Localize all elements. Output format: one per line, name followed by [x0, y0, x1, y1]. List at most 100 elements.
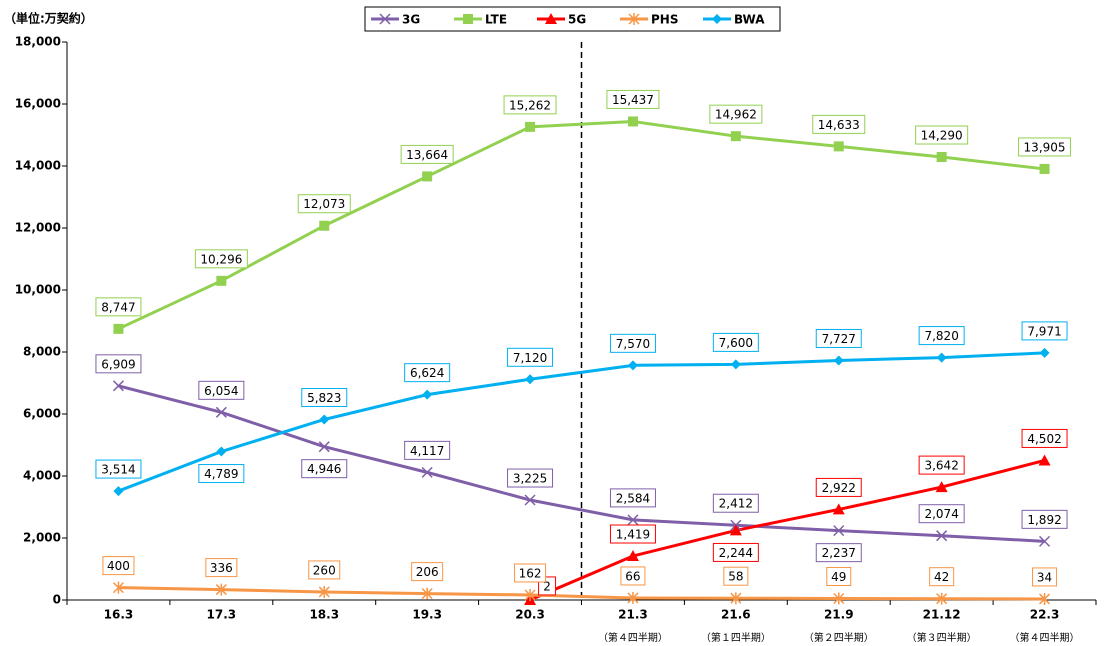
data-label: 1,419 — [616, 528, 650, 542]
marker — [627, 116, 638, 127]
y-tick-label: 2,000 — [23, 531, 61, 545]
data-label: 13,664 — [406, 148, 448, 162]
data-label-box — [712, 493, 759, 513]
y-tick-label: 16,000 — [15, 97, 61, 111]
data-label-box — [723, 566, 749, 586]
data-label: 15,437 — [612, 93, 654, 107]
data-label: 3,225 — [513, 472, 547, 486]
data-label-box — [95, 459, 142, 479]
data-label-box — [198, 464, 245, 484]
marker — [319, 414, 330, 425]
data-label: 14,290 — [921, 129, 963, 143]
data-label: 2 — [543, 579, 551, 593]
y-tick-label: 6,000 — [23, 407, 61, 421]
marker — [113, 486, 124, 497]
marker — [1039, 535, 1051, 547]
data-label-box — [712, 332, 759, 352]
data-label-box — [1032, 567, 1058, 587]
marker — [216, 275, 227, 286]
marker — [318, 585, 330, 598]
unit-label: （単位:万契約） — [4, 11, 93, 26]
series-line — [117, 119, 1045, 331]
marker — [1038, 454, 1051, 466]
data-label: 400 — [107, 559, 130, 573]
marker — [832, 503, 845, 515]
data-label: 14,962 — [715, 108, 757, 122]
marker — [833, 355, 844, 366]
x-tick-label: 21.9 — [824, 608, 854, 622]
data-label: 336 — [210, 561, 233, 575]
data-label-box — [1018, 137, 1072, 157]
marker — [525, 374, 536, 385]
data-label: 2,244 — [719, 546, 753, 560]
data-label-box — [301, 387, 348, 407]
data-label: 2,412 — [719, 497, 753, 511]
x-tick-label: 21.12 — [923, 608, 961, 622]
series-line — [529, 458, 1045, 602]
data-label: 34 — [1037, 570, 1052, 584]
data-label-box — [301, 459, 348, 479]
marker — [730, 359, 741, 370]
marker — [627, 360, 638, 371]
x-tick-label: 19.3 — [412, 608, 442, 622]
x-tick-sublabel: （第４四半期） — [1010, 631, 1080, 644]
data-label: 6,909 — [101, 357, 135, 371]
y-tick-label: 0 — [53, 593, 61, 607]
x-tick-sublabel: （第１四半期） — [701, 631, 771, 644]
data-label-box — [95, 297, 142, 317]
data-label: 4,789 — [204, 467, 238, 481]
data-label-box — [609, 333, 656, 353]
data-label: 4,502 — [1027, 432, 1061, 446]
data-label-box — [915, 125, 969, 145]
y-tick-label: 4,000 — [23, 469, 61, 483]
marker — [524, 588, 536, 601]
marker — [936, 592, 948, 605]
data-label-box — [205, 558, 238, 578]
marker — [833, 592, 845, 605]
data-label-box — [815, 328, 862, 348]
x-tick-label: 21.3 — [618, 608, 648, 622]
data-label: 7,120 — [513, 351, 547, 365]
legend-label: BWA — [734, 13, 765, 27]
data-label-box — [815, 543, 862, 563]
marker — [833, 141, 844, 152]
data-label-box — [194, 249, 248, 269]
marker — [729, 524, 742, 536]
data-label-box — [503, 95, 557, 115]
marker — [730, 592, 742, 605]
data-label-box — [507, 347, 554, 367]
y-tick-label: 8,000 — [23, 345, 61, 359]
marker — [318, 441, 330, 453]
marker — [626, 550, 639, 562]
marker — [421, 587, 433, 600]
data-label-box — [620, 566, 646, 586]
marker — [525, 121, 536, 132]
data-label: 6,624 — [410, 366, 444, 380]
x-tick-label: 22.3 — [1030, 608, 1060, 622]
marker — [833, 525, 845, 537]
data-label: 5,823 — [307, 391, 341, 405]
legend-label: PHS — [651, 13, 678, 27]
marker — [113, 323, 124, 334]
data-label: 58 — [728, 570, 743, 584]
marker — [627, 591, 639, 604]
x-tick-label: 18.3 — [309, 608, 339, 622]
data-label-box — [400, 144, 454, 164]
data-label-box — [1021, 321, 1068, 341]
marker — [524, 494, 536, 506]
series-line — [118, 384, 1045, 543]
y-tick-label: 18,000 — [15, 35, 61, 49]
marker — [628, 13, 640, 25]
marker — [215, 583, 227, 596]
marker — [936, 352, 947, 363]
data-label-box — [198, 380, 245, 400]
data-label-box — [297, 194, 351, 214]
marker — [215, 406, 227, 418]
data-label-box — [308, 560, 341, 580]
marker — [730, 131, 741, 142]
data-label-box — [709, 104, 763, 124]
data-label: 3,642 — [924, 459, 958, 473]
marker — [936, 152, 947, 163]
data-label: 206 — [416, 565, 439, 579]
